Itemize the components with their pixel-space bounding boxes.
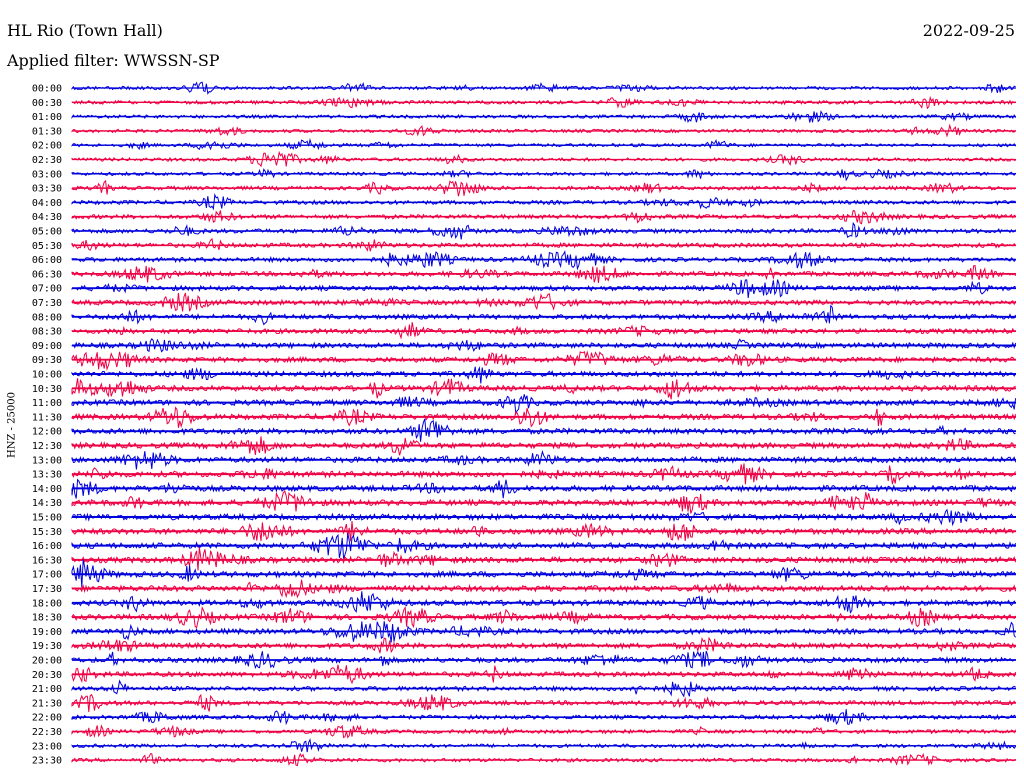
row-time-label: 16:00 [32,541,62,552]
record-date: 2022-09-25 [922,21,1015,40]
row-time-label: 08:00 [32,312,62,323]
row-time-label: 22:00 [32,713,62,724]
seismic-trace-row [71,394,1017,416]
seismic-trace-row [71,81,1016,95]
row-time-label: 00:30 [32,98,62,109]
row-time-label: 23:30 [32,756,62,767]
row-time-label: 21:00 [32,684,62,695]
row-time-label: 04:00 [32,198,62,209]
row-time-label: 17:30 [32,584,62,595]
seismic-trace-row [71,322,1016,340]
row-time-label: 04:30 [32,212,62,223]
row-time-label: 07:30 [32,298,62,309]
seismic-trace-row [71,292,1017,312]
row-time-label: 19:30 [32,641,62,652]
row-time-label: 10:30 [32,384,62,395]
row-time-label: 15:30 [32,527,62,538]
row-time-label: 19:00 [32,627,62,638]
row-time-label: 20:00 [32,656,62,667]
row-time-label: 06:00 [32,255,62,266]
row-time-label: 17:00 [32,570,62,581]
row-time-label: 02:30 [32,155,62,166]
row-time-label: 12:00 [32,427,62,438]
row-time-label: 03:30 [32,184,62,195]
seismic-trace-row [71,168,1017,182]
row-time-label: 13:30 [32,470,62,481]
row-time-label: 18:30 [32,613,62,624]
filter-label: Applied filter: WWSSN-SP [7,51,220,70]
row-time-label: 09:30 [32,355,62,366]
row-time-label: 14:30 [32,498,62,509]
row-time-label: 01:00 [32,112,62,123]
row-time-label: 07:00 [32,284,62,295]
row-time-label: 09:00 [32,341,62,352]
row-time-label: 18:00 [32,598,62,609]
row-time-label: 00:00 [32,84,62,95]
seismic-trace-row [71,304,1017,326]
seismic-trace-row [71,337,1017,353]
row-time-label: 20:30 [32,670,62,681]
row-time-label: 10:00 [32,370,62,381]
row-time-label: 11:30 [32,412,62,423]
row-time-label: 23:00 [32,741,62,752]
row-time-label: 22:30 [32,727,62,738]
row-time-label: 12:30 [32,441,62,452]
row-time-label: 08:30 [32,327,62,338]
seismic-trace-row [71,366,1017,384]
row-time-label: 05:00 [32,227,62,238]
seismic-trace-row [71,350,1016,372]
station-title: HL Rio (Town Hall) [7,21,163,40]
row-time-label: 01:30 [32,126,62,137]
row-time-label: 06:30 [32,269,62,280]
row-time-label: 15:00 [32,513,62,524]
row-time-label: 13:00 [32,455,62,466]
row-time-label: 16:30 [32,555,62,566]
row-time-label: 21:30 [32,698,62,709]
row-time-label: 11:00 [32,398,62,409]
row-time-label: 02:00 [32,141,62,152]
row-time-label: 14:00 [32,484,62,495]
seismic-trace-row [71,547,1017,571]
row-time-label: 03:00 [32,169,62,180]
row-time-label: 05:30 [32,241,62,252]
